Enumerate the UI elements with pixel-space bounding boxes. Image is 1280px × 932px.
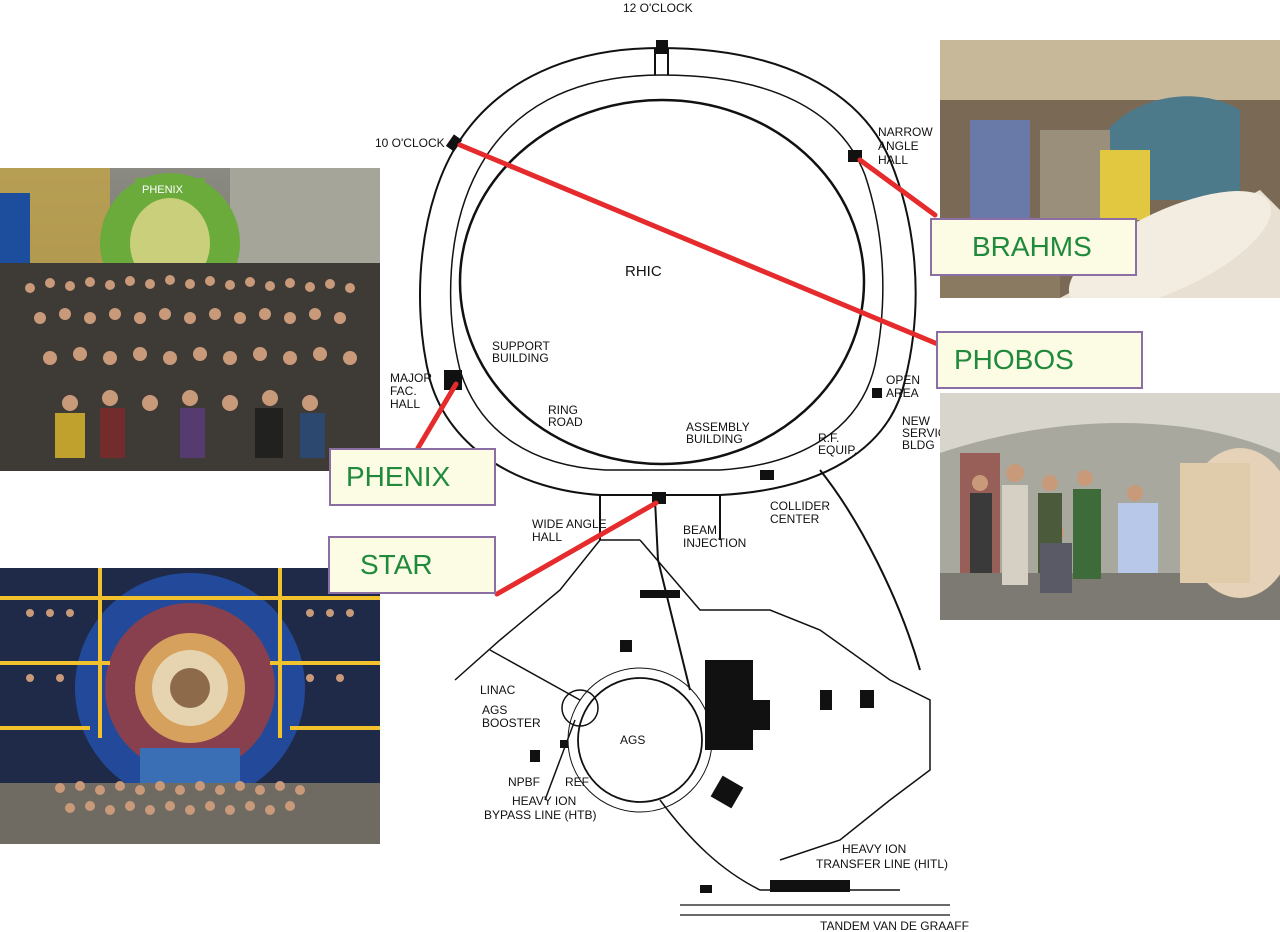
label-narrow-angle-1: NARROW <box>878 125 933 139</box>
label-collider-1: COLLIDER <box>770 499 830 513</box>
label-beam-2: INJECTION <box>683 536 746 550</box>
ten-oclock-hall <box>445 134 463 152</box>
callout-phenix-label: PHENIX <box>346 461 451 492</box>
callout-brahms-label: BRAHMS <box>972 231 1092 262</box>
callout-star: STAR <box>328 536 496 594</box>
label-ring-road-2: ROAD <box>548 415 583 429</box>
label-major-1: MAJOR <box>390 371 432 385</box>
rhic-accelerator-ring <box>458 98 866 466</box>
major-facility-hall-building <box>444 370 462 390</box>
label-open-area-1: OPEN <box>886 373 920 387</box>
label-tandem: TANDEM VAN DE GRAAFF <box>820 919 969 932</box>
narrow-angle-hall-building <box>848 150 862 162</box>
label-new-service-1: NEW <box>902 414 931 428</box>
label-wide-angle-1: WIDE ANGLE <box>532 517 607 531</box>
label-booster-2: BOOSTER <box>482 716 541 730</box>
label-major-2: FAC. <box>390 384 417 398</box>
label-hitl-2: TRANSFER LINE (HITL) <box>816 857 948 871</box>
label-collider-2: CENTER <box>770 512 820 526</box>
wide-angle-hall-building <box>652 492 666 504</box>
callout-star-label: STAR <box>360 549 433 580</box>
open-area-building <box>872 388 882 398</box>
label-htb-2: BYPASS LINE (HTB) <box>484 808 596 822</box>
label-npbf: NPBF <box>508 775 540 789</box>
label-wide-angle-2: HALL <box>532 530 562 544</box>
star-collaboration-photo <box>0 568 380 844</box>
label-booster-1: AGS <box>482 703 507 717</box>
phobos-photo <box>940 393 1280 620</box>
twelve-oclock-hall <box>656 40 668 54</box>
ags-booster-ring <box>561 689 599 727</box>
label-twelve-oclock: 12 O'CLOCK <box>623 1 693 15</box>
label-ref: REF <box>565 775 589 789</box>
label-ten-oclock: 10 O'CLOCK <box>375 136 445 150</box>
phenix-collaboration-photo: PHENIX <box>0 168 380 471</box>
label-ring-road-1: RING <box>548 403 578 417</box>
label-support-2: BUILDING <box>492 351 549 365</box>
label-new-service-3: BLDG <box>902 438 935 452</box>
label-narrow-angle-3: HALL <box>878 153 908 167</box>
label-major-3: HALL <box>390 397 420 411</box>
callout-brahms: BRAHMS <box>930 218 1137 276</box>
label-linac: LINAC <box>480 683 516 697</box>
rhic-ring-label: RHIC <box>625 263 662 280</box>
callout-phobos: PHOBOS <box>936 331 1143 389</box>
callout-phobos-label: PHOBOS <box>954 344 1074 375</box>
phenix-detector-sign: PHENIX <box>142 184 184 196</box>
label-assembly-2: BUILDING <box>686 432 743 446</box>
inner-ring-road <box>449 74 884 471</box>
label-assembly-1: ASSEMBLY <box>686 420 750 434</box>
label-rf-1: R.F. <box>818 431 839 445</box>
label-open-area-2: AREA <box>886 386 919 400</box>
label-beam-1: BEAM <box>683 523 717 537</box>
ags-ring <box>577 677 703 803</box>
label-hitl-1: HEAVY ION <box>842 842 906 856</box>
label-htb-1: HEAVY ION <box>512 794 576 808</box>
label-new-service-2: SERVIC <box>902 426 947 440</box>
callout-phenix: PHENIX <box>329 448 496 506</box>
label-narrow-angle-2: ANGLE <box>878 139 919 153</box>
label-rf-2: EQUIP. <box>818 443 857 457</box>
label-ags: AGS <box>620 733 645 747</box>
